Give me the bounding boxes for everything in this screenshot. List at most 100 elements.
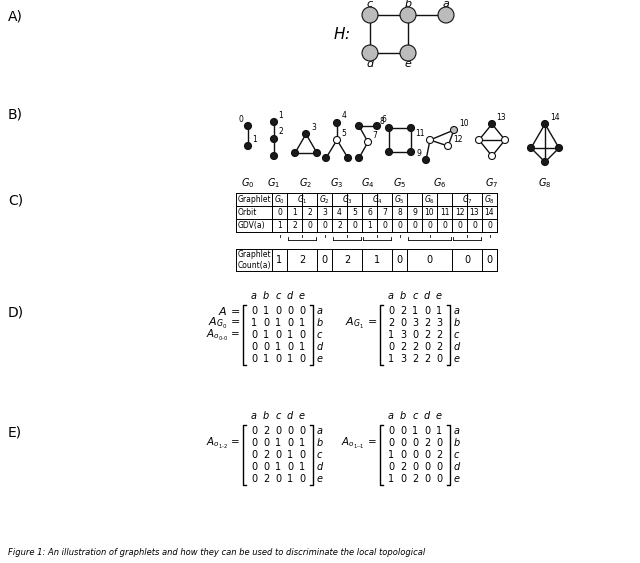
Text: Figure 1: An illustration of graphlets and how they can be used to discriminate : Figure 1: An illustration of graphlets a… — [8, 548, 425, 557]
Circle shape — [541, 120, 548, 127]
Text: 0: 0 — [299, 426, 305, 436]
Text: 0: 0 — [427, 221, 432, 230]
Text: 12: 12 — [453, 135, 463, 144]
Circle shape — [385, 149, 392, 155]
Text: 1: 1 — [251, 318, 257, 328]
Text: 3: 3 — [322, 208, 327, 217]
Text: 0: 0 — [275, 330, 281, 340]
Text: $A_{o_{0\text{-}0}}\,=$: $A_{o_{0\text{-}0}}\,=$ — [206, 328, 240, 342]
Circle shape — [314, 150, 321, 157]
Text: $G_5$: $G_5$ — [394, 193, 405, 205]
Text: a: a — [443, 0, 449, 9]
Text: 1: 1 — [275, 438, 281, 448]
Text: 1: 1 — [287, 474, 293, 484]
Text: 0: 0 — [424, 426, 430, 436]
Text: 11: 11 — [415, 128, 425, 137]
Text: $A_{o_{1\text{-}2}}\,=$: $A_{o_{1\text{-}2}}\,=$ — [206, 435, 240, 450]
Text: 1: 1 — [299, 438, 305, 448]
Text: 7: 7 — [382, 208, 387, 217]
Text: a: a — [454, 306, 460, 316]
Text: 0: 0 — [400, 450, 406, 460]
Text: 0: 0 — [352, 221, 357, 230]
Text: 1: 1 — [276, 255, 283, 265]
Text: 13: 13 — [496, 113, 506, 122]
Text: 7: 7 — [372, 131, 378, 140]
Circle shape — [422, 157, 429, 163]
Text: 0: 0 — [287, 462, 293, 472]
Text: 1: 1 — [253, 135, 257, 144]
Text: 2: 2 — [307, 208, 312, 217]
Text: 1: 1 — [263, 306, 269, 316]
Text: 0: 0 — [388, 306, 394, 316]
Circle shape — [408, 124, 415, 132]
Text: C): C) — [8, 193, 23, 207]
Text: 1: 1 — [436, 306, 442, 316]
Text: 0: 0 — [239, 114, 243, 123]
Text: 2: 2 — [436, 450, 442, 460]
Text: 2: 2 — [424, 318, 430, 328]
Text: 2: 2 — [400, 462, 406, 472]
Text: c: c — [317, 330, 323, 340]
Text: 1: 1 — [388, 354, 394, 364]
Text: 0: 0 — [400, 426, 406, 436]
Text: 11: 11 — [440, 208, 449, 217]
Circle shape — [400, 7, 416, 23]
Text: 2: 2 — [263, 426, 269, 436]
Text: 0: 0 — [472, 221, 477, 230]
Text: d: d — [287, 411, 293, 421]
Text: e: e — [299, 411, 305, 421]
Text: d: d — [317, 342, 323, 352]
Text: 1: 1 — [412, 426, 418, 436]
Text: 12: 12 — [455, 208, 464, 217]
Text: 1: 1 — [299, 462, 305, 472]
Text: 6: 6 — [381, 114, 387, 123]
Text: $G_3$: $G_3$ — [342, 193, 353, 205]
Circle shape — [374, 123, 381, 129]
Text: 0: 0 — [382, 221, 387, 230]
Circle shape — [426, 136, 433, 144]
Text: A): A) — [8, 10, 23, 24]
Circle shape — [556, 145, 563, 151]
Text: c: c — [275, 411, 281, 421]
Text: b: b — [404, 0, 412, 9]
Text: 0: 0 — [424, 462, 430, 472]
Text: $G_7$: $G_7$ — [461, 193, 472, 205]
Text: 5: 5 — [352, 208, 357, 217]
Text: 0: 0 — [277, 208, 282, 217]
Text: 0: 0 — [299, 354, 305, 364]
Text: $A_{o_{1\text{-}\text{-}1}}\,=$: $A_{o_{1\text{-}\text{-}1}}\,=$ — [341, 435, 377, 450]
Text: c: c — [412, 291, 418, 301]
Text: 0: 0 — [251, 306, 257, 316]
Text: $G_8$: $G_8$ — [538, 176, 552, 190]
Text: 13: 13 — [470, 208, 479, 217]
Text: 0: 0 — [287, 426, 293, 436]
Text: d: d — [287, 291, 293, 301]
Text: d: d — [424, 411, 430, 421]
Text: 2: 2 — [400, 342, 406, 352]
Text: 6: 6 — [367, 208, 372, 217]
Text: e: e — [436, 291, 442, 301]
Text: 0: 0 — [299, 330, 305, 340]
Text: 0: 0 — [424, 342, 430, 352]
Text: 2: 2 — [424, 330, 430, 340]
Circle shape — [344, 154, 351, 162]
Text: 8: 8 — [380, 117, 385, 126]
Text: 2: 2 — [424, 354, 430, 364]
Text: e: e — [299, 291, 305, 301]
Text: $G_4$: $G_4$ — [371, 193, 383, 205]
Circle shape — [271, 136, 278, 142]
Text: 1: 1 — [263, 354, 269, 364]
Text: 0: 0 — [275, 306, 281, 316]
Text: 1: 1 — [275, 462, 281, 472]
Text: $G_6$: $G_6$ — [433, 176, 447, 190]
Circle shape — [271, 118, 278, 126]
Text: $G_2$: $G_2$ — [319, 193, 330, 205]
Text: 3: 3 — [400, 354, 406, 364]
Circle shape — [451, 127, 458, 133]
Text: d: d — [454, 462, 460, 472]
Text: 2: 2 — [263, 474, 269, 484]
Text: b: b — [400, 411, 406, 421]
Circle shape — [488, 153, 495, 159]
Text: 0: 0 — [275, 474, 281, 484]
Circle shape — [355, 154, 362, 162]
